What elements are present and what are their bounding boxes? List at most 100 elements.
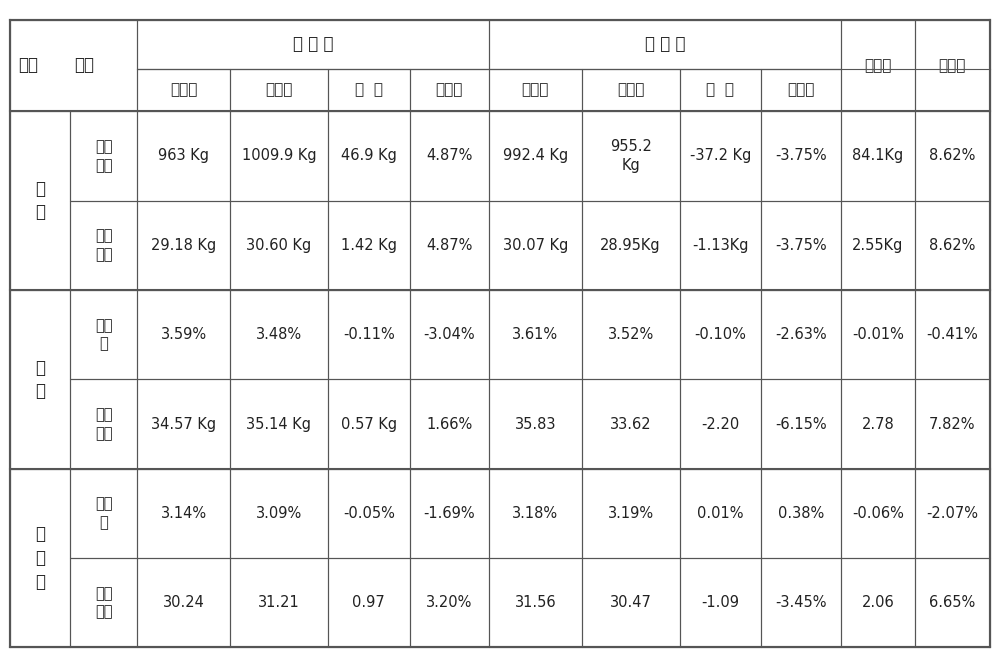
Bar	[582, 201, 680, 290]
Bar	[328, 111, 410, 201]
Text: 1.66%: 1.66%	[426, 417, 472, 432]
Bar	[230, 111, 328, 201]
Bar	[230, 201, 328, 290]
Text: -2.20: -2.20	[701, 417, 740, 432]
Bar	[137, 201, 230, 290]
Text: 增  幅: 增 幅	[355, 82, 383, 97]
Bar	[680, 469, 761, 558]
Text: 增  幅: 增 幅	[706, 82, 734, 97]
Bar	[841, 111, 915, 201]
Text: -2.63%: -2.63%	[775, 327, 827, 342]
Bar	[410, 290, 489, 379]
Bar	[328, 290, 410, 379]
Text: 0.38%: 0.38%	[778, 506, 824, 521]
Text: -0.11%: -0.11%	[343, 327, 395, 342]
Bar	[489, 469, 582, 558]
Text: 相对比: 相对比	[939, 58, 966, 73]
Bar	[489, 20, 841, 69]
Text: 乳
脂: 乳 脂	[35, 358, 45, 400]
Text: -3.45%: -3.45%	[775, 595, 827, 610]
Bar	[328, 558, 410, 647]
Text: 28.95Kg: 28.95Kg	[600, 238, 661, 252]
Text: 3.14%: 3.14%	[161, 506, 207, 521]
Bar	[915, 20, 990, 111]
Text: 试 验 组: 试 验 组	[293, 35, 334, 53]
Text: 3.61%: 3.61%	[512, 327, 558, 342]
Text: 总产
奶量: 总产 奶量	[95, 139, 112, 173]
Bar	[761, 290, 841, 379]
Text: -1.09: -1.09	[701, 595, 739, 610]
Text: -0.10%: -0.10%	[695, 327, 746, 342]
Text: 29.18 Kg: 29.18 Kg	[151, 238, 216, 252]
Bar	[70, 290, 137, 379]
Text: 增幅比: 增幅比	[787, 82, 815, 97]
Text: 3.59%: 3.59%	[161, 327, 207, 342]
Bar	[137, 558, 230, 647]
Text: 3.48%: 3.48%	[256, 327, 302, 342]
Text: -1.69%: -1.69%	[424, 506, 475, 521]
Bar	[10, 111, 70, 290]
Bar	[915, 290, 990, 379]
Text: -0.06%: -0.06%	[852, 506, 904, 521]
Bar	[915, 469, 990, 558]
Text: 试验前: 试验前	[522, 82, 549, 97]
Text: -2.07%: -2.07%	[926, 506, 978, 521]
Text: 8.62%: 8.62%	[929, 148, 976, 164]
Bar	[410, 69, 489, 111]
Bar	[841, 379, 915, 469]
Text: 955.2
Kg: 955.2 Kg	[610, 139, 652, 173]
Bar	[915, 558, 990, 647]
Bar	[582, 558, 680, 647]
Bar	[10, 20, 137, 111]
Text: 百分
比: 百分 比	[95, 318, 112, 351]
Bar	[680, 290, 761, 379]
Bar	[70, 558, 137, 647]
Bar	[410, 558, 489, 647]
Text: -3.04%: -3.04%	[424, 327, 475, 342]
Bar	[489, 379, 582, 469]
Text: 试验前: 试验前	[170, 82, 197, 97]
Text: 百分
比: 百分 比	[95, 496, 112, 530]
Bar	[582, 69, 680, 111]
Text: 3.19%: 3.19%	[608, 506, 654, 521]
Text: 4.87%: 4.87%	[426, 238, 473, 252]
Text: -37.2 Kg: -37.2 Kg	[690, 148, 751, 164]
Bar	[328, 201, 410, 290]
Bar	[680, 111, 761, 201]
Bar	[410, 469, 489, 558]
Bar	[70, 469, 137, 558]
Text: 2.55Kg: 2.55Kg	[852, 238, 904, 252]
Text: 7.82%: 7.82%	[929, 417, 976, 432]
Text: 参数: 参数	[18, 56, 38, 75]
Bar	[230, 69, 328, 111]
Bar	[915, 111, 990, 201]
Bar	[410, 111, 489, 201]
Bar	[137, 111, 230, 201]
Bar	[410, 201, 489, 290]
Text: 乳
蛋
白: 乳 蛋 白	[35, 525, 45, 591]
Text: 30.07 Kg: 30.07 Kg	[503, 238, 568, 252]
Bar	[680, 558, 761, 647]
Text: 31.56: 31.56	[515, 595, 556, 610]
Text: 增幅比: 增幅比	[436, 82, 463, 97]
Text: -3.75%: -3.75%	[775, 238, 827, 252]
Bar	[230, 290, 328, 379]
Bar	[841, 558, 915, 647]
Bar	[680, 201, 761, 290]
Text: 0.01%: 0.01%	[697, 506, 744, 521]
Text: -0.41%: -0.41%	[927, 327, 978, 342]
Text: 3.09%: 3.09%	[256, 506, 302, 521]
Bar	[137, 20, 489, 69]
Bar	[489, 111, 582, 201]
Text: 3.20%: 3.20%	[426, 595, 473, 610]
Text: 头均
产量: 头均 产量	[95, 228, 112, 262]
Text: 34.57 Kg: 34.57 Kg	[151, 417, 216, 432]
Text: 3.18%: 3.18%	[512, 506, 558, 521]
Text: -1.13Kg: -1.13Kg	[692, 238, 749, 252]
Bar	[841, 201, 915, 290]
Text: 参数: 参数	[74, 56, 94, 75]
Text: 绝对
总值: 绝对 总值	[95, 407, 112, 441]
Text: 3.52%: 3.52%	[608, 327, 654, 342]
Text: 46.9 Kg: 46.9 Kg	[341, 148, 397, 164]
Bar	[761, 201, 841, 290]
